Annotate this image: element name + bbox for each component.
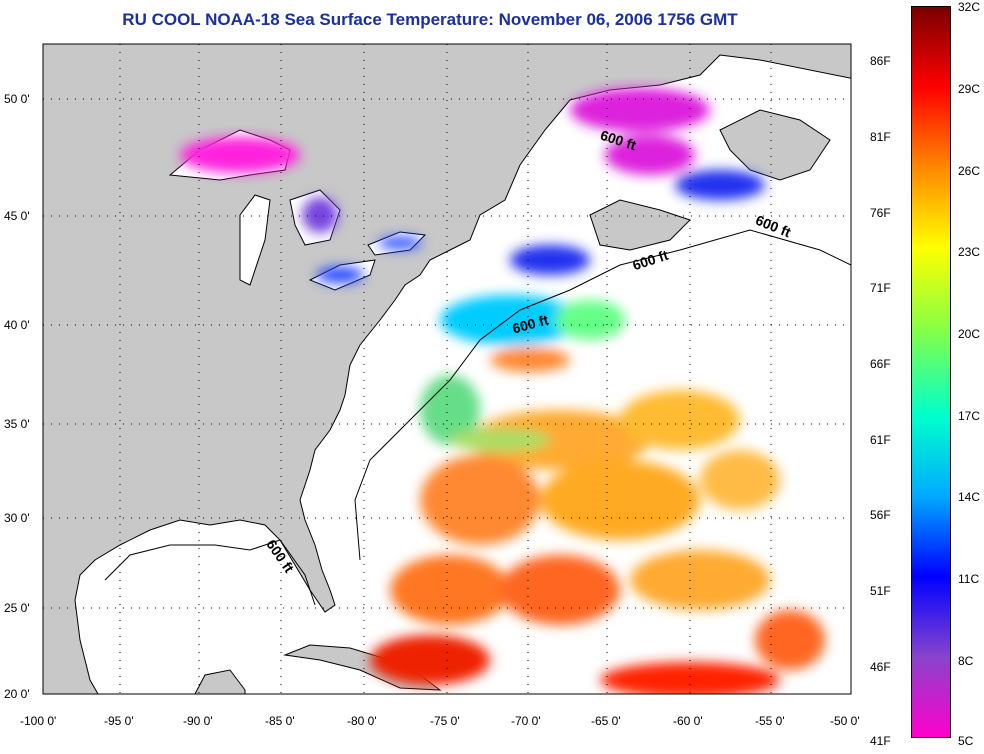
lon-label: -55 0' (755, 714, 785, 728)
colorbar-celsius-label: 14C (958, 490, 981, 504)
lat-label: 25 0' (4, 601, 30, 615)
lat-label: 40 0' (4, 318, 30, 332)
colorbar-fahrenheit-label: 76F (870, 206, 891, 220)
colorbar-celsius-label: 20C (958, 327, 981, 341)
lat-label: 45 0' (4, 209, 30, 223)
lon-label: -75 0' (430, 714, 460, 728)
lat-label: 30 0' (4, 511, 30, 525)
colorbar-fahrenheit-label: 66F (870, 357, 891, 371)
lon-label: -85 0' (265, 714, 295, 728)
lon-label: -95 0' (104, 714, 134, 728)
lon-label: -90 0' (183, 714, 213, 728)
colorbar-celsius-label: 23C (958, 245, 981, 259)
colorbar-fahrenheit-label: 61F (870, 433, 891, 447)
temperature-colorbar (911, 6, 951, 738)
lat-label: 35 0' (4, 417, 30, 431)
colorbar-fahrenheit-label: 81F (870, 130, 891, 144)
newfoundland-land (719, 109, 831, 181)
lat-label: 20 0' (4, 687, 30, 701)
colorbar-celsius-label: 5C (958, 734, 974, 748)
colorbar-fahrenheit-label: 71F (870, 281, 891, 295)
colorbar-fahrenheit-label: 46F (870, 660, 891, 674)
lat-label: 50 0' (4, 92, 30, 106)
colorbar-celsius-label: 17C (958, 409, 981, 423)
colorbar-fahrenheit-label: 56F (870, 508, 891, 522)
colorbar-celsius-label: 29C (958, 82, 981, 96)
lon-label: -100 0' (20, 714, 57, 728)
lon-label: -60 0' (673, 714, 703, 728)
lake-michigan (239, 194, 271, 286)
north-america-land (43, 44, 851, 694)
colorbar-celsius-label: 32C (958, 0, 981, 14)
maritimes-land (589, 199, 691, 251)
colorbar-celsius-label: 26C (958, 164, 981, 178)
gulf-isobath (104, 539, 316, 606)
lon-label: -65 0' (591, 714, 621, 728)
colorbar-fahrenheit-label: 41F (870, 734, 891, 748)
lon-label: -80 0' (347, 714, 377, 728)
lon-label: -50 0' (830, 714, 860, 728)
colorbar-fahrenheit-label: 86F (870, 54, 891, 68)
yucatan-land (194, 669, 246, 694)
lon-label: -70 0' (511, 714, 541, 728)
colorbar-celsius-label: 8C (958, 654, 974, 668)
colorbar-celsius-label: 11C (958, 572, 980, 586)
colorbar-fahrenheit-label: 51F (870, 584, 891, 598)
map-title: RU COOL NOAA-18 Sea Surface Temperature:… (122, 10, 738, 29)
atlantic-isobath (354, 229, 851, 561)
sst-fields (180, 88, 825, 694)
